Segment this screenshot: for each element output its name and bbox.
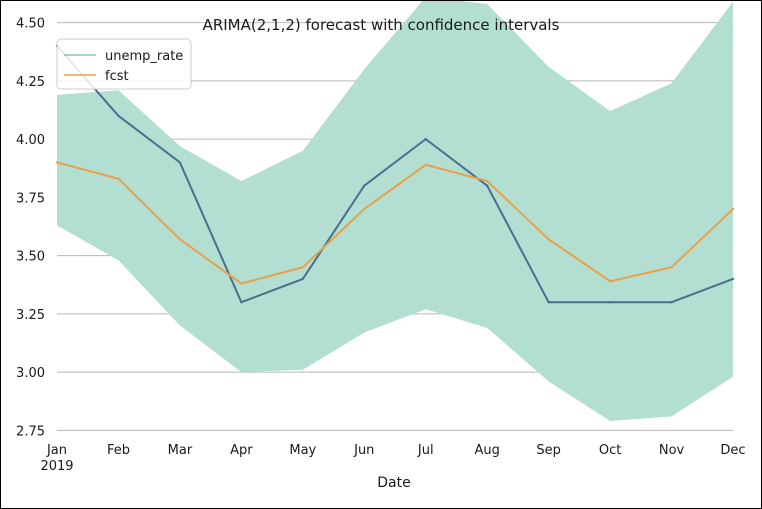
confidence-interval-band [57, 1, 733, 422]
x-tick-label-jan: Jan [46, 443, 67, 458]
legend-label-fcst: fcst [105, 69, 129, 84]
x-axis-ticks: Jan Feb Mar Apr May Jun Jul Aug Sep Oct Nov Dec 2019 [40, 443, 745, 474]
legend-label-unemp-rate: unemp_rate [105, 49, 183, 64]
y-tick-label-3.75: 3.75 [16, 191, 45, 206]
x-tick-label-oct: Oct [599, 443, 621, 458]
y-axis-ticks: 2.75 3.00 3.25 3.50 3.75 4.00 4.25 4.50 [16, 17, 45, 440]
data-point-fcst-dec [731, 207, 735, 211]
legend: unemp_rate fcst [56, 38, 192, 90]
data-point-fcst-sep [547, 238, 550, 241]
data-point-unemp-rate-apr [240, 301, 243, 304]
data-point-unemp-rate-dec [731, 277, 735, 281]
x-tick-label-sep: Sep [536, 443, 561, 458]
data-point-fcst-mar [178, 238, 182, 241]
x-tick-label-mar: Mar [168, 443, 193, 458]
series-layer [55, 44, 735, 304]
y-tick-label-3.50: 3.50 [16, 250, 45, 265]
x-axis-label: Date [377, 475, 410, 491]
data-point-fcst-nov [670, 266, 673, 269]
legend-box [56, 38, 192, 90]
x-tick-label-dec: Dec [720, 443, 745, 458]
data-point-unemp-rate-aug [485, 184, 489, 187]
data-point-unemp-rate-oct [608, 301, 612, 304]
confidence-band-layer [57, 1, 733, 422]
data-point-fcst-feb [117, 177, 120, 180]
data-point-unemp-rate-feb [117, 114, 120, 118]
data-point-fcst-may [301, 266, 305, 269]
data-point-fcst-jul [424, 163, 427, 166]
x-tick-label-aug: Aug [474, 443, 499, 458]
chart-title: ARIMA(2,1,2) forecast with confidence in… [203, 16, 560, 34]
x-tick-label-feb: Feb [107, 443, 130, 458]
y-tick-label-3.25: 3.25 [16, 308, 45, 323]
data-point-unemp-rate-sep [547, 301, 550, 304]
data-point-unemp-rate-nov [670, 301, 673, 304]
x-tick-label-apr: Apr [230, 443, 253, 458]
y-tick-label-4.25: 4.25 [16, 75, 45, 90]
x-tick-label-may: May [289, 443, 316, 458]
x-tick-year-label: 2019 [40, 459, 73, 474]
data-point-fcst-apr [240, 282, 243, 285]
data-point-unemp-rate-jul [424, 137, 427, 141]
y-tick-label-4.00: 4.00 [16, 133, 45, 148]
data-point-unemp-rate-mar [178, 161, 182, 164]
data-point-fcst-oct [608, 280, 612, 283]
data-point-fcst-aug [485, 179, 489, 183]
y-tick-label-2.75: 2.75 [16, 424, 45, 439]
x-tick-label-jul: Jul [417, 443, 434, 458]
data-point-unemp-rate-may [301, 277, 305, 281]
series-line-fcst [56, 161, 734, 285]
y-tick-label-3.00: 3.00 [16, 366, 45, 381]
data-point-fcst-jun [363, 207, 366, 211]
data-point-fcst-jan [55, 161, 59, 164]
series-line-unemp-rate [56, 45, 734, 304]
x-tick-label-nov: Nov [659, 443, 685, 458]
data-point-unemp-rate-jun [363, 184, 366, 187]
x-tick-label-jun: Jun [353, 443, 374, 458]
y-tick-label-4.50: 4.50 [16, 17, 45, 32]
